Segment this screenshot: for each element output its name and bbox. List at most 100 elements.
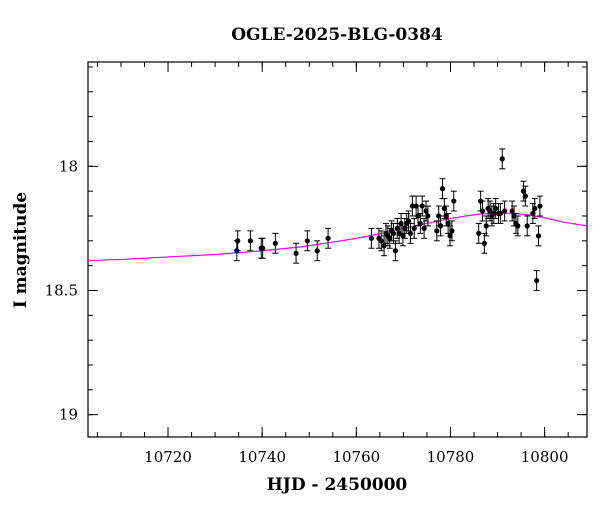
point-marker [532,205,538,212]
x-tick-label: 10800 [521,448,569,466]
data-point [492,198,499,219]
point-marker [235,238,241,244]
point-marker [272,240,278,246]
point-marker [419,203,425,209]
data-point [445,212,452,234]
y-axis-label: I magnitude [11,192,31,309]
point-marker [407,230,414,236]
data-point [381,235,388,257]
point-marker [451,198,457,204]
data-point [499,148,506,170]
point-marker [520,188,527,194]
point-marker [511,213,517,219]
data-point [304,230,311,252]
y-tick-labels: 18 18.5 19 [45,157,78,423]
point-marker [481,240,487,246]
point-marker [439,186,446,192]
point-marker [522,193,528,199]
point-marker [415,213,421,219]
data-point [325,227,332,249]
point-marker [387,235,393,241]
point-marker [394,225,400,231]
y-tick-label: 18 [59,157,78,175]
point-marker [423,208,429,214]
point-marker [447,233,453,239]
point-marker [449,228,455,234]
point-marker [493,205,499,212]
point-marker [392,248,399,254]
data-point [450,190,457,212]
y-tick-label: 19 [59,406,78,424]
point-marker [479,208,486,214]
point-marker [398,220,404,227]
x-tick-labels: 10720 10740 10760 10780 10800 [144,448,568,466]
point-marker [381,243,387,249]
point-marker [405,218,412,224]
data-point [368,227,375,249]
point-marker [304,238,310,244]
data-point [392,240,399,262]
point-marker [434,228,440,234]
data-point [448,220,455,242]
point-marker [421,225,427,231]
point-marker [537,203,543,209]
point-marker [247,238,254,244]
point-marker [378,238,384,244]
point-marker [509,208,515,214]
point-marker [524,223,530,229]
point-marker [487,208,493,214]
data-point [419,195,426,217]
point-marker [535,233,542,239]
point-marker [417,220,423,227]
point-marker [530,210,536,217]
data-point [522,185,529,207]
data-point [293,242,300,264]
data-point [259,237,266,259]
point-marker [515,223,521,229]
data-point [424,205,431,227]
point-marker [402,225,408,231]
data-point [272,232,279,254]
data-point [396,222,403,244]
point-marker [400,233,406,239]
point-marker [441,205,447,212]
axis-ticks [88,62,587,437]
point-marker [445,220,451,227]
data-point [514,215,521,237]
point-marker [437,223,444,229]
x-tick-label: 10740 [238,448,286,466]
data-point [439,178,446,200]
point-marker [534,277,540,284]
data-point [533,270,540,291]
data-point [394,217,401,239]
data-point [475,222,482,244]
point-marker [411,225,417,231]
point-marker [293,250,299,256]
data-point [407,222,414,244]
data-point [531,198,538,219]
data-point [314,240,321,262]
chart-title: OGLE-2025-BLG-0384 [231,25,443,45]
data-points [233,148,543,291]
data-point [390,222,397,244]
x-axis-label: HJD - 2450000 [267,475,408,495]
point-marker [409,203,415,209]
data-point [524,215,531,237]
data-point [384,225,391,247]
data-point [536,195,543,217]
point-marker [476,230,482,236]
point-marker [390,230,397,236]
data-point [247,230,254,252]
data-point [378,230,385,252]
data-point [497,203,504,224]
y-tick-label: 18.5 [45,281,78,299]
point-marker [497,210,503,217]
data-point [433,220,440,242]
point-marker [491,210,497,217]
data-point [411,217,418,239]
x-tick-label: 10720 [144,448,192,466]
x-tick-label: 10760 [332,448,380,466]
point-marker [314,248,320,254]
data-point [437,215,444,237]
